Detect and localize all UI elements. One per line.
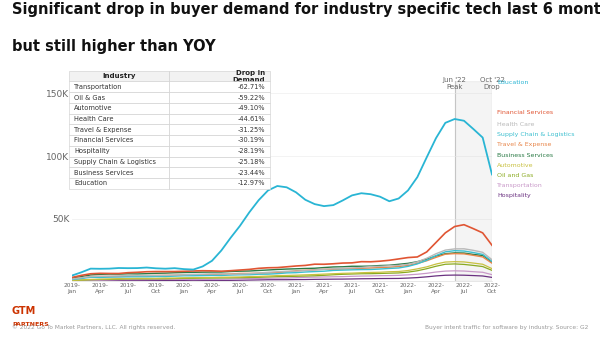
Text: Oct '22
Drop: Oct '22 Drop	[479, 76, 505, 90]
Text: Travel & Expense: Travel & Expense	[497, 143, 552, 147]
Text: GTM: GTM	[12, 306, 36, 316]
Text: Oil and Gas: Oil and Gas	[497, 173, 534, 178]
Text: PARTNERS: PARTNERS	[12, 322, 49, 327]
Text: Hospitality: Hospitality	[497, 193, 531, 198]
Text: © 2022 Go To Market Partners, LLC. All rights reserved.: © 2022 Go To Market Partners, LLC. All r…	[12, 324, 175, 330]
Text: Education: Education	[497, 80, 529, 85]
Text: Buyer intent traffic for software by industry. Source: G2: Buyer intent traffic for software by ind…	[425, 325, 588, 330]
Text: Transportation: Transportation	[497, 183, 543, 188]
Text: Financial Services: Financial Services	[497, 111, 554, 115]
Text: Significant drop in buyer demand for industry specific tech last 6 months: Significant drop in buyer demand for ind…	[12, 2, 600, 17]
Text: Automotive: Automotive	[497, 163, 534, 167]
Text: Supply Chain & Logistics: Supply Chain & Logistics	[497, 132, 575, 137]
Text: Health Care: Health Care	[497, 122, 535, 127]
Text: Jun '22
Peak: Jun '22 Peak	[443, 76, 467, 90]
Text: Business Services: Business Services	[497, 153, 554, 157]
Text: but still higher than YOY: but still higher than YOY	[12, 39, 215, 54]
Bar	[455, 81, 492, 281]
